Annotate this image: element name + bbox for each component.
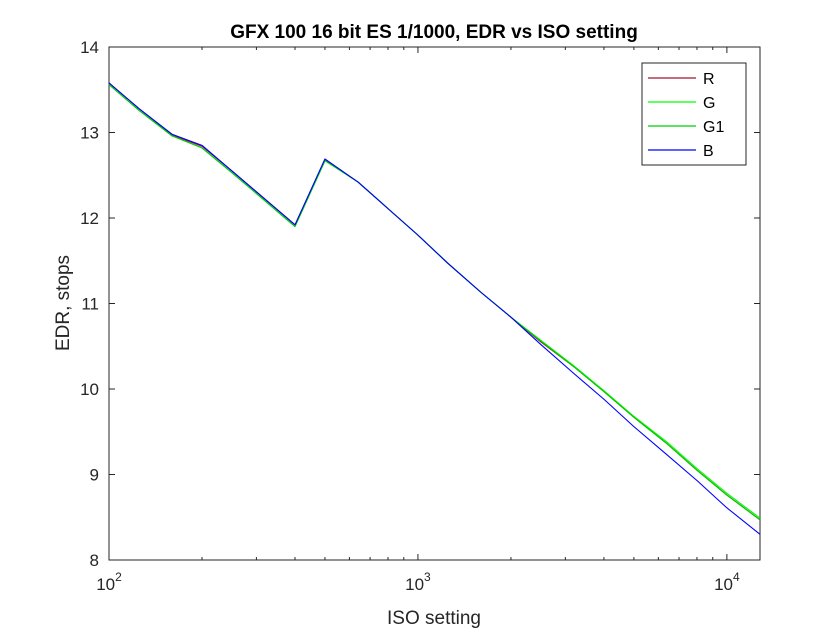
legend-label-g1: G1: [703, 119, 724, 136]
y-tick-label: 14: [80, 38, 99, 57]
y-tick-label: 10: [80, 380, 99, 399]
legend-label-r: R: [703, 71, 715, 88]
x-tick-label: 103: [405, 570, 431, 594]
x-tick-label: 104: [714, 570, 740, 594]
y-tick-label: 11: [81, 295, 99, 314]
x-axis-label: ISO setting: [387, 608, 481, 629]
x-tick-base: 10: [96, 575, 115, 594]
legend-label-b: B: [703, 143, 714, 160]
legend-box: [641, 62, 747, 166]
x-tick-exponent: 4: [733, 570, 740, 584]
series-line-b: [108, 82, 761, 535]
y-tick-label: 8: [90, 551, 99, 570]
chart-title: GFX 100 16 bit ES 1/1000, EDR vs ISO set…: [230, 22, 638, 43]
x-tick-base: 10: [714, 575, 733, 594]
x-tick-exponent: 2: [115, 570, 122, 584]
x-tick-base: 10: [405, 575, 424, 594]
x-tick-exponent: 3: [424, 570, 431, 584]
x-tick-label: 102: [96, 570, 122, 594]
legend-label-g: G: [703, 95, 715, 112]
y-tick-label: 12: [80, 209, 99, 228]
series-layer: [108, 82, 761, 535]
y-tick-label: 13: [80, 124, 99, 143]
legend: RG G1 B: [641, 62, 747, 166]
y-tick-label: 9: [90, 466, 99, 485]
y-axis-label: EDR, stops: [53, 255, 74, 351]
